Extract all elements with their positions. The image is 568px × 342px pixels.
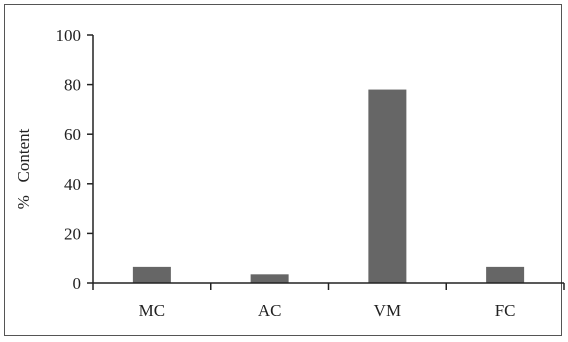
x-tick-label: MC — [139, 301, 165, 320]
y-tick-label: 0 — [73, 274, 82, 293]
chart-frame — [4, 4, 562, 336]
bar-fc — [486, 266, 525, 283]
bar-mc — [132, 266, 171, 283]
bar-ac — [250, 274, 289, 283]
x-tick-label: FC — [495, 301, 516, 320]
bars — [132, 89, 525, 283]
y-tick-label: 60 — [64, 125, 81, 144]
x-tick-label: AC — [258, 301, 282, 320]
y-tick-label: 80 — [64, 76, 81, 95]
y-tick-label: 100 — [56, 26, 82, 45]
x-axis-ticks: MC AC VM FC — [92, 283, 565, 320]
y-tick-label: 20 — [64, 224, 81, 243]
y-axis-ticks: 0 20 40 60 80 100 — [56, 26, 93, 293]
x-tick-label: VM — [374, 301, 401, 320]
y-axis-label: % Content — [14, 128, 33, 209]
y-tick-label: 40 — [64, 175, 81, 194]
bar-vm — [368, 89, 407, 283]
